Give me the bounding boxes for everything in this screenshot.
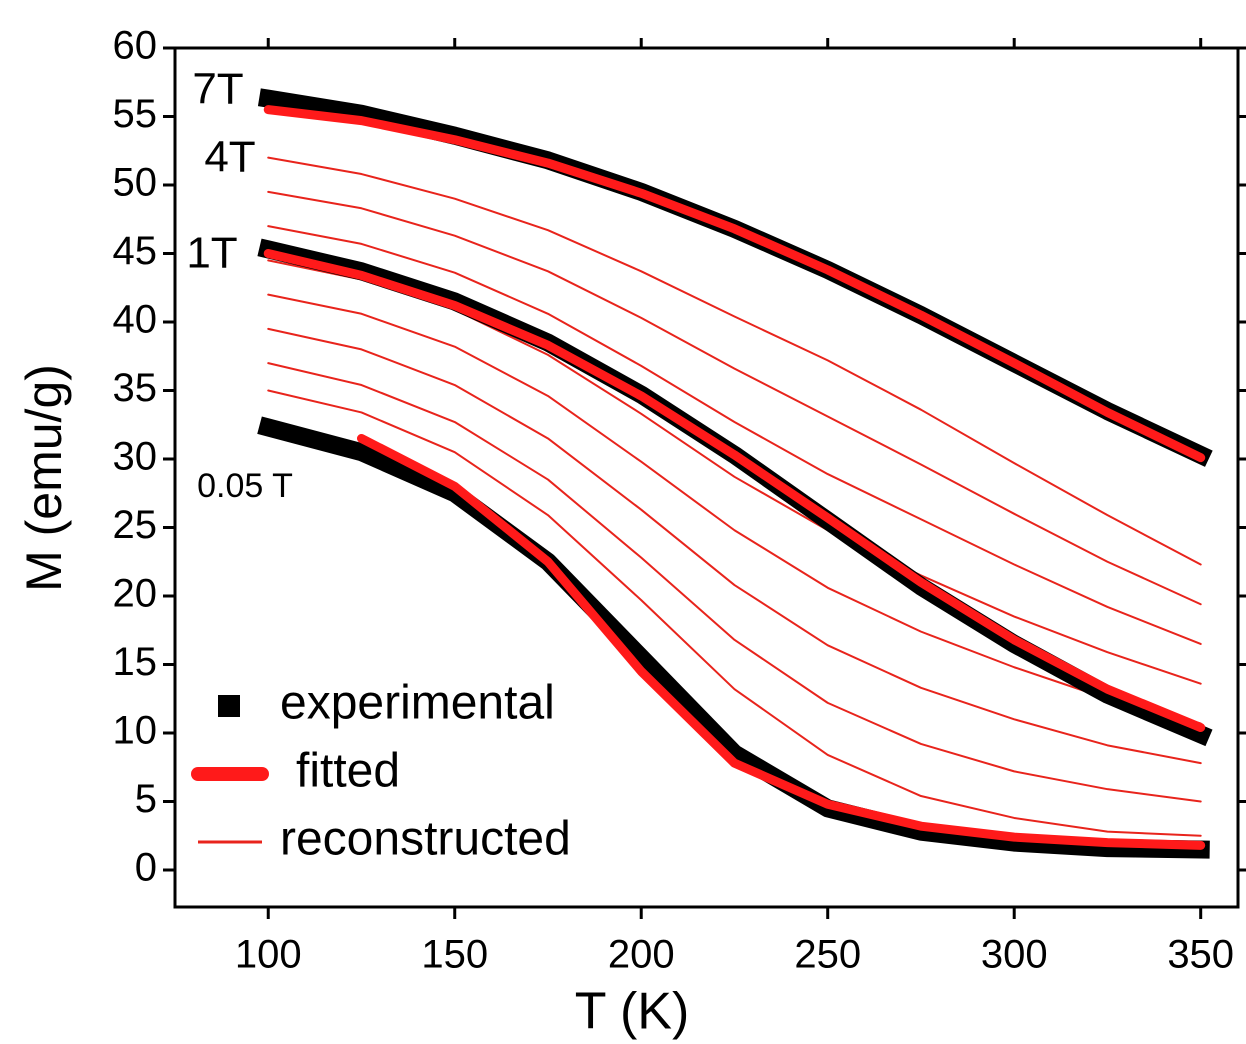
curve (263, 249, 1206, 733)
x-tick-label: 100 (235, 933, 302, 977)
annotation: 4T (204, 133, 255, 182)
y-tick-label: 60 (113, 24, 158, 68)
y-tick-label: 45 (113, 229, 158, 273)
curve (263, 105, 1206, 463)
plot-frame (173, 46, 1240, 909)
curve (267, 362, 1202, 803)
annotation: 7T (192, 65, 243, 114)
experimental-curve (257, 88, 1213, 467)
x-axis-title: T (K) (575, 983, 690, 1041)
curve (267, 327, 1202, 765)
curve (356, 433, 1206, 850)
y-tick-label: 40 (113, 298, 158, 342)
y-tick-label: 20 (113, 572, 158, 616)
y-tick-label: 55 (113, 92, 158, 136)
curve (267, 225, 1202, 645)
y-axis-title: M (emu/g) (16, 364, 72, 592)
curve (267, 389, 1202, 837)
x-tick-label: 150 (421, 933, 488, 977)
y-tick-label: 5 (135, 777, 157, 821)
x-tick-label: 250 (794, 933, 861, 977)
y-tick-label: 50 (113, 161, 158, 205)
legend-label: fitted (296, 745, 400, 798)
y-tick-label: 35 (113, 366, 158, 410)
legend-label: experimental (280, 677, 555, 730)
curve (267, 190, 1202, 606)
y-tick-label: 25 (113, 503, 158, 547)
annotation: 1T (186, 229, 237, 278)
curve (267, 156, 1202, 566)
y-tick-label: 15 (113, 640, 158, 684)
y-tick-label: 0 (135, 846, 157, 890)
y-tick-label: 30 (113, 435, 158, 479)
x-tick-label: 300 (981, 933, 1048, 977)
legend-symbol (218, 695, 240, 717)
x-tick-label: 350 (1167, 933, 1234, 977)
x-tick-label: 200 (608, 933, 675, 977)
annotation: 0.05 T (197, 467, 293, 505)
experimental-curve (257, 416, 1210, 859)
curve (267, 293, 1202, 725)
legend-label: reconstructed (280, 813, 571, 866)
y-tick-label: 10 (113, 709, 158, 753)
